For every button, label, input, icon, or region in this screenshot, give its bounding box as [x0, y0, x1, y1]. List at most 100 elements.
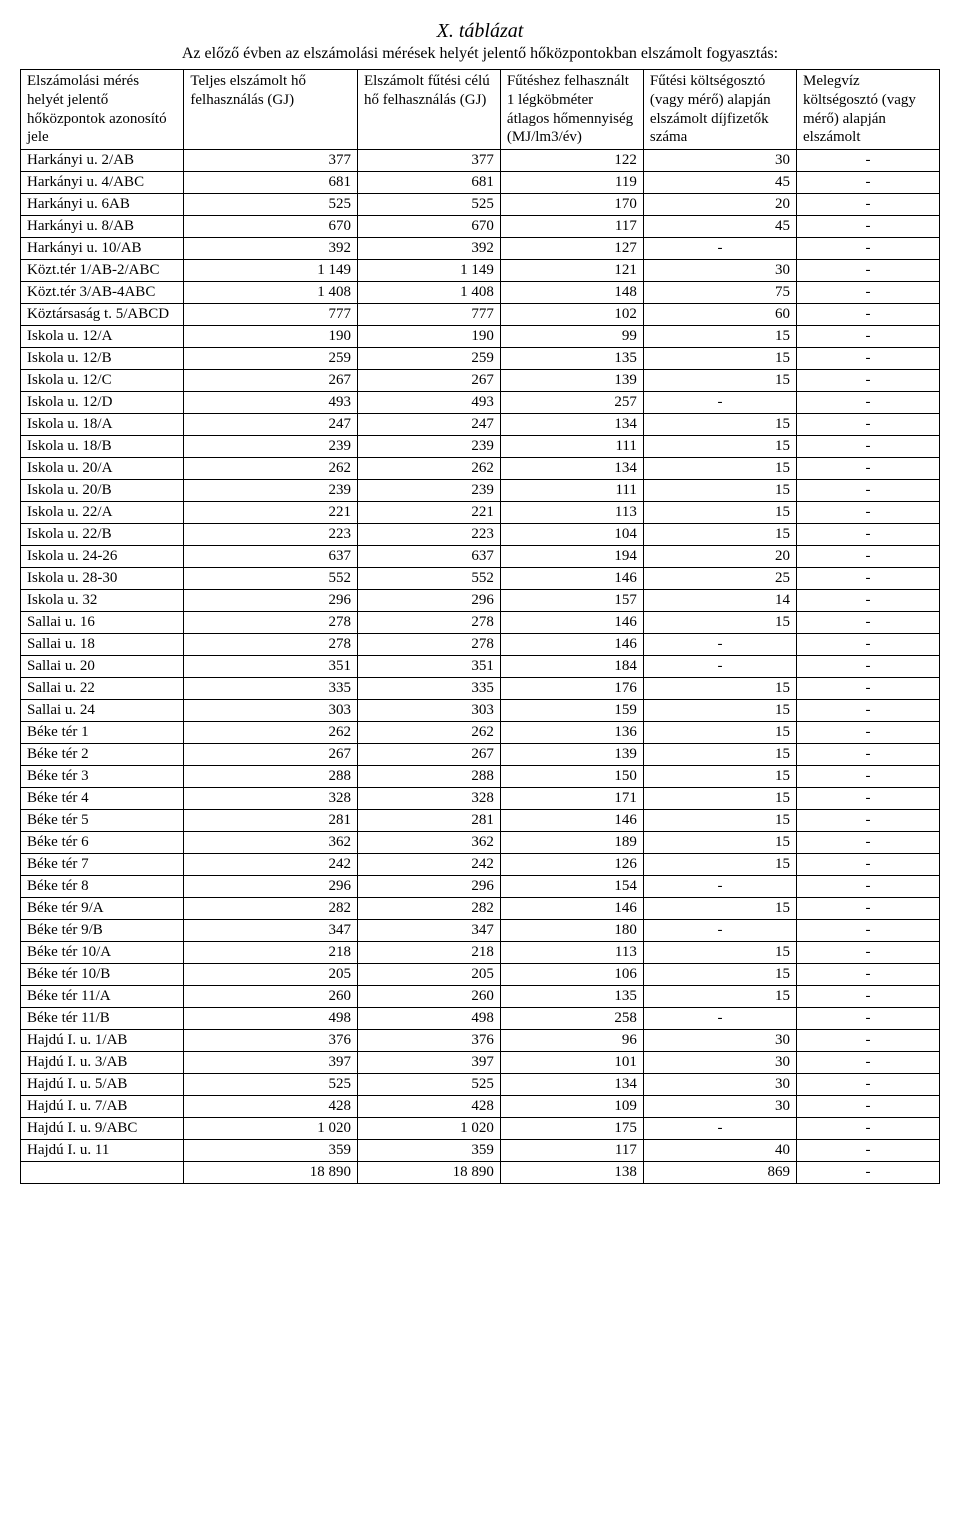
row-value-cell: 119 [500, 172, 643, 194]
row-value-cell: - [797, 656, 940, 678]
row-value-cell: 30 [643, 1074, 796, 1096]
row-value-cell: - [797, 546, 940, 568]
row-value-cell: 377 [184, 150, 358, 172]
row-value-cell: 14 [643, 590, 796, 612]
table-row: Hajdú I. u. 3/AB39739710130- [21, 1052, 940, 1074]
row-value-cell: - [797, 964, 940, 986]
row-value-cell: 681 [357, 172, 500, 194]
table-row: Béke tér 724224212615- [21, 854, 940, 876]
row-value-cell: 139 [500, 744, 643, 766]
row-value-cell: 347 [184, 920, 358, 942]
col-header-id: Elszámolási mérés helyét jelentő hőközpo… [21, 70, 184, 150]
row-value-cell: 18 890 [184, 1162, 358, 1184]
table-row: Sallai u. 20351351184-- [21, 656, 940, 678]
row-value-cell: 30 [643, 260, 796, 282]
row-value-cell: 148 [500, 282, 643, 304]
row-value-cell: 15 [643, 854, 796, 876]
row-value-cell: 134 [500, 458, 643, 480]
table-row: Hajdú I. u. 7/AB42842810930- [21, 1096, 940, 1118]
row-name-cell: Iskola u. 12/B [21, 348, 184, 370]
row-value-cell: 552 [184, 568, 358, 590]
row-value-cell: - [643, 656, 796, 678]
row-value-cell: 15 [643, 964, 796, 986]
row-value-cell: 288 [357, 766, 500, 788]
table-row: Harkányi u. 4/ABC68168111945- [21, 172, 940, 194]
row-name-cell: Béke tér 2 [21, 744, 184, 766]
row-name-cell: Iskola u. 20/B [21, 480, 184, 502]
row-value-cell: 150 [500, 766, 643, 788]
row-value-cell: 347 [357, 920, 500, 942]
row-value-cell: 239 [357, 436, 500, 458]
table-row: Sallai u. 2233533517615- [21, 678, 940, 700]
row-value-cell: 122 [500, 150, 643, 172]
row-name-cell: Sallai u. 24 [21, 700, 184, 722]
row-value-cell: 96 [500, 1030, 643, 1052]
row-value-cell: 257 [500, 392, 643, 414]
row-value-cell: 104 [500, 524, 643, 546]
table-row: Harkányi u. 2/AB37737712230- [21, 150, 940, 172]
col-header-heat-gj: Elszámolt fűtési célú hő felhasználás (G… [357, 70, 500, 150]
row-value-cell: 75 [643, 282, 796, 304]
row-value-cell: - [797, 260, 940, 282]
row-value-cell: - [797, 392, 940, 414]
table-row: Iskola u. 12/C26726713915- [21, 370, 940, 392]
row-value-cell: 15 [643, 326, 796, 348]
row-value-cell: 397 [184, 1052, 358, 1074]
row-value-cell: 525 [184, 194, 358, 216]
row-value-cell: 139 [500, 370, 643, 392]
row-name-cell: Sallai u. 16 [21, 612, 184, 634]
table-row: Béke tér 10/A21821811315- [21, 942, 940, 964]
row-value-cell: - [797, 282, 940, 304]
row-value-cell: 101 [500, 1052, 643, 1074]
row-value-cell: 242 [184, 854, 358, 876]
table-row: Iskola u. 18/B23923911115- [21, 436, 940, 458]
row-value-cell: - [797, 524, 940, 546]
row-value-cell: - [797, 194, 940, 216]
row-value-cell: 282 [357, 898, 500, 920]
table-row: Béke tér 10/B20520510615- [21, 964, 940, 986]
row-value-cell: - [797, 458, 940, 480]
row-value-cell: 267 [184, 744, 358, 766]
table-row: Béke tér 328828815015- [21, 766, 940, 788]
row-value-cell: - [797, 876, 940, 898]
row-value-cell: 180 [500, 920, 643, 942]
row-name-cell: Iskola u. 20/A [21, 458, 184, 480]
row-name-cell: Közt.tér 3/AB-4ABC [21, 282, 184, 304]
row-value-cell: 15 [643, 744, 796, 766]
row-name-cell: Béke tér 11/A [21, 986, 184, 1008]
table-row: Köztársaság t. 5/ABCD77777710260- [21, 304, 940, 326]
row-value-cell: 296 [357, 876, 500, 898]
row-value-cell: - [797, 898, 940, 920]
table-row: Iskola u. 12/B25925913515- [21, 348, 940, 370]
row-value-cell: 351 [357, 656, 500, 678]
row-value-cell: - [797, 326, 940, 348]
table-row: Közt.tér 1/AB-2/ABC1 1491 14912130- [21, 260, 940, 282]
row-value-cell: 146 [500, 810, 643, 832]
row-name-cell [21, 1162, 184, 1184]
row-value-cell: 99 [500, 326, 643, 348]
row-value-cell: - [797, 238, 940, 260]
row-value-cell: 282 [184, 898, 358, 920]
row-name-cell: Hajdú I. u. 3/AB [21, 1052, 184, 1074]
row-value-cell: 146 [500, 898, 643, 920]
row-value-cell: 267 [184, 370, 358, 392]
row-value-cell: 278 [357, 634, 500, 656]
row-name-cell: Béke tér 9/A [21, 898, 184, 920]
row-value-cell: 288 [184, 766, 358, 788]
row-value-cell: 15 [643, 524, 796, 546]
row-value-cell: - [797, 700, 940, 722]
table-row: Harkányi u. 8/AB67067011745- [21, 216, 940, 238]
row-name-cell: Sallai u. 20 [21, 656, 184, 678]
table-row: Béke tér 8296296154-- [21, 876, 940, 898]
row-value-cell: 135 [500, 348, 643, 370]
row-name-cell: Béke tér 3 [21, 766, 184, 788]
row-value-cell: 278 [184, 612, 358, 634]
row-value-cell: 259 [357, 348, 500, 370]
row-value-cell: - [797, 370, 940, 392]
row-value-cell: 392 [184, 238, 358, 260]
row-name-cell: Sallai u. 22 [21, 678, 184, 700]
row-name-cell: Béke tér 9/B [21, 920, 184, 942]
row-value-cell: 281 [357, 810, 500, 832]
row-value-cell: 126 [500, 854, 643, 876]
table-row: Béke tér 11/B498498258-- [21, 1008, 940, 1030]
